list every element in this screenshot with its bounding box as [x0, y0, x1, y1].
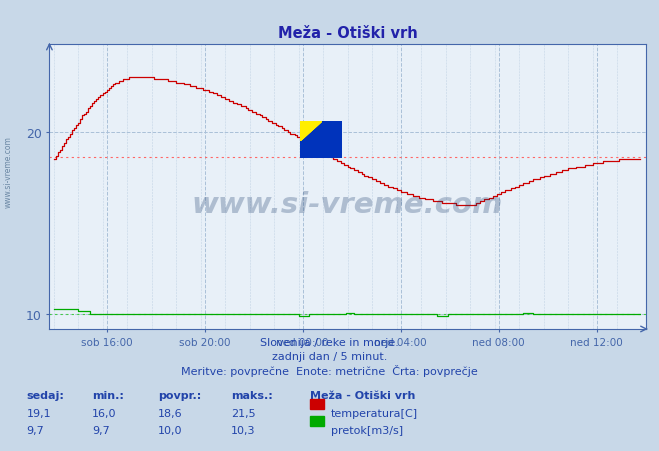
Text: Meža - Otiški vrh: Meža - Otiški vrh [310, 390, 415, 400]
Text: 21,5: 21,5 [231, 408, 255, 418]
Polygon shape [300, 122, 341, 159]
Text: temperatura[C]: temperatura[C] [331, 408, 418, 418]
Text: www.si-vreme.com: www.si-vreme.com [3, 135, 13, 207]
Text: maks.:: maks.: [231, 390, 272, 400]
Polygon shape [300, 122, 341, 159]
Text: Slovenija / reke in morje.: Slovenija / reke in morje. [260, 337, 399, 347]
Polygon shape [300, 122, 321, 140]
Polygon shape [300, 122, 341, 159]
Polygon shape [300, 122, 341, 159]
Polygon shape [300, 122, 321, 140]
Text: sedaj:: sedaj: [26, 390, 64, 400]
Text: 9,7: 9,7 [26, 425, 44, 435]
Polygon shape [300, 122, 321, 140]
Text: zadnji dan / 5 minut.: zadnji dan / 5 minut. [272, 351, 387, 361]
Text: 10,3: 10,3 [231, 425, 255, 435]
Text: pretok[m3/s]: pretok[m3/s] [331, 425, 403, 435]
Text: 9,7: 9,7 [92, 425, 110, 435]
Text: www.si-vreme.com: www.si-vreme.com [192, 190, 503, 218]
Text: Meritve: povprečne  Enote: metrične  Črta: povprečje: Meritve: povprečne Enote: metrične Črta:… [181, 364, 478, 377]
Text: 10,0: 10,0 [158, 425, 183, 435]
Text: 19,1: 19,1 [26, 408, 51, 418]
Text: 18,6: 18,6 [158, 408, 183, 418]
Polygon shape [300, 122, 341, 159]
Text: min.:: min.: [92, 390, 124, 400]
Polygon shape [300, 122, 321, 140]
Text: povpr.:: povpr.: [158, 390, 202, 400]
Text: 16,0: 16,0 [92, 408, 117, 418]
Title: Meža - Otiški vrh: Meža - Otiški vrh [277, 26, 418, 41]
Polygon shape [300, 122, 341, 159]
